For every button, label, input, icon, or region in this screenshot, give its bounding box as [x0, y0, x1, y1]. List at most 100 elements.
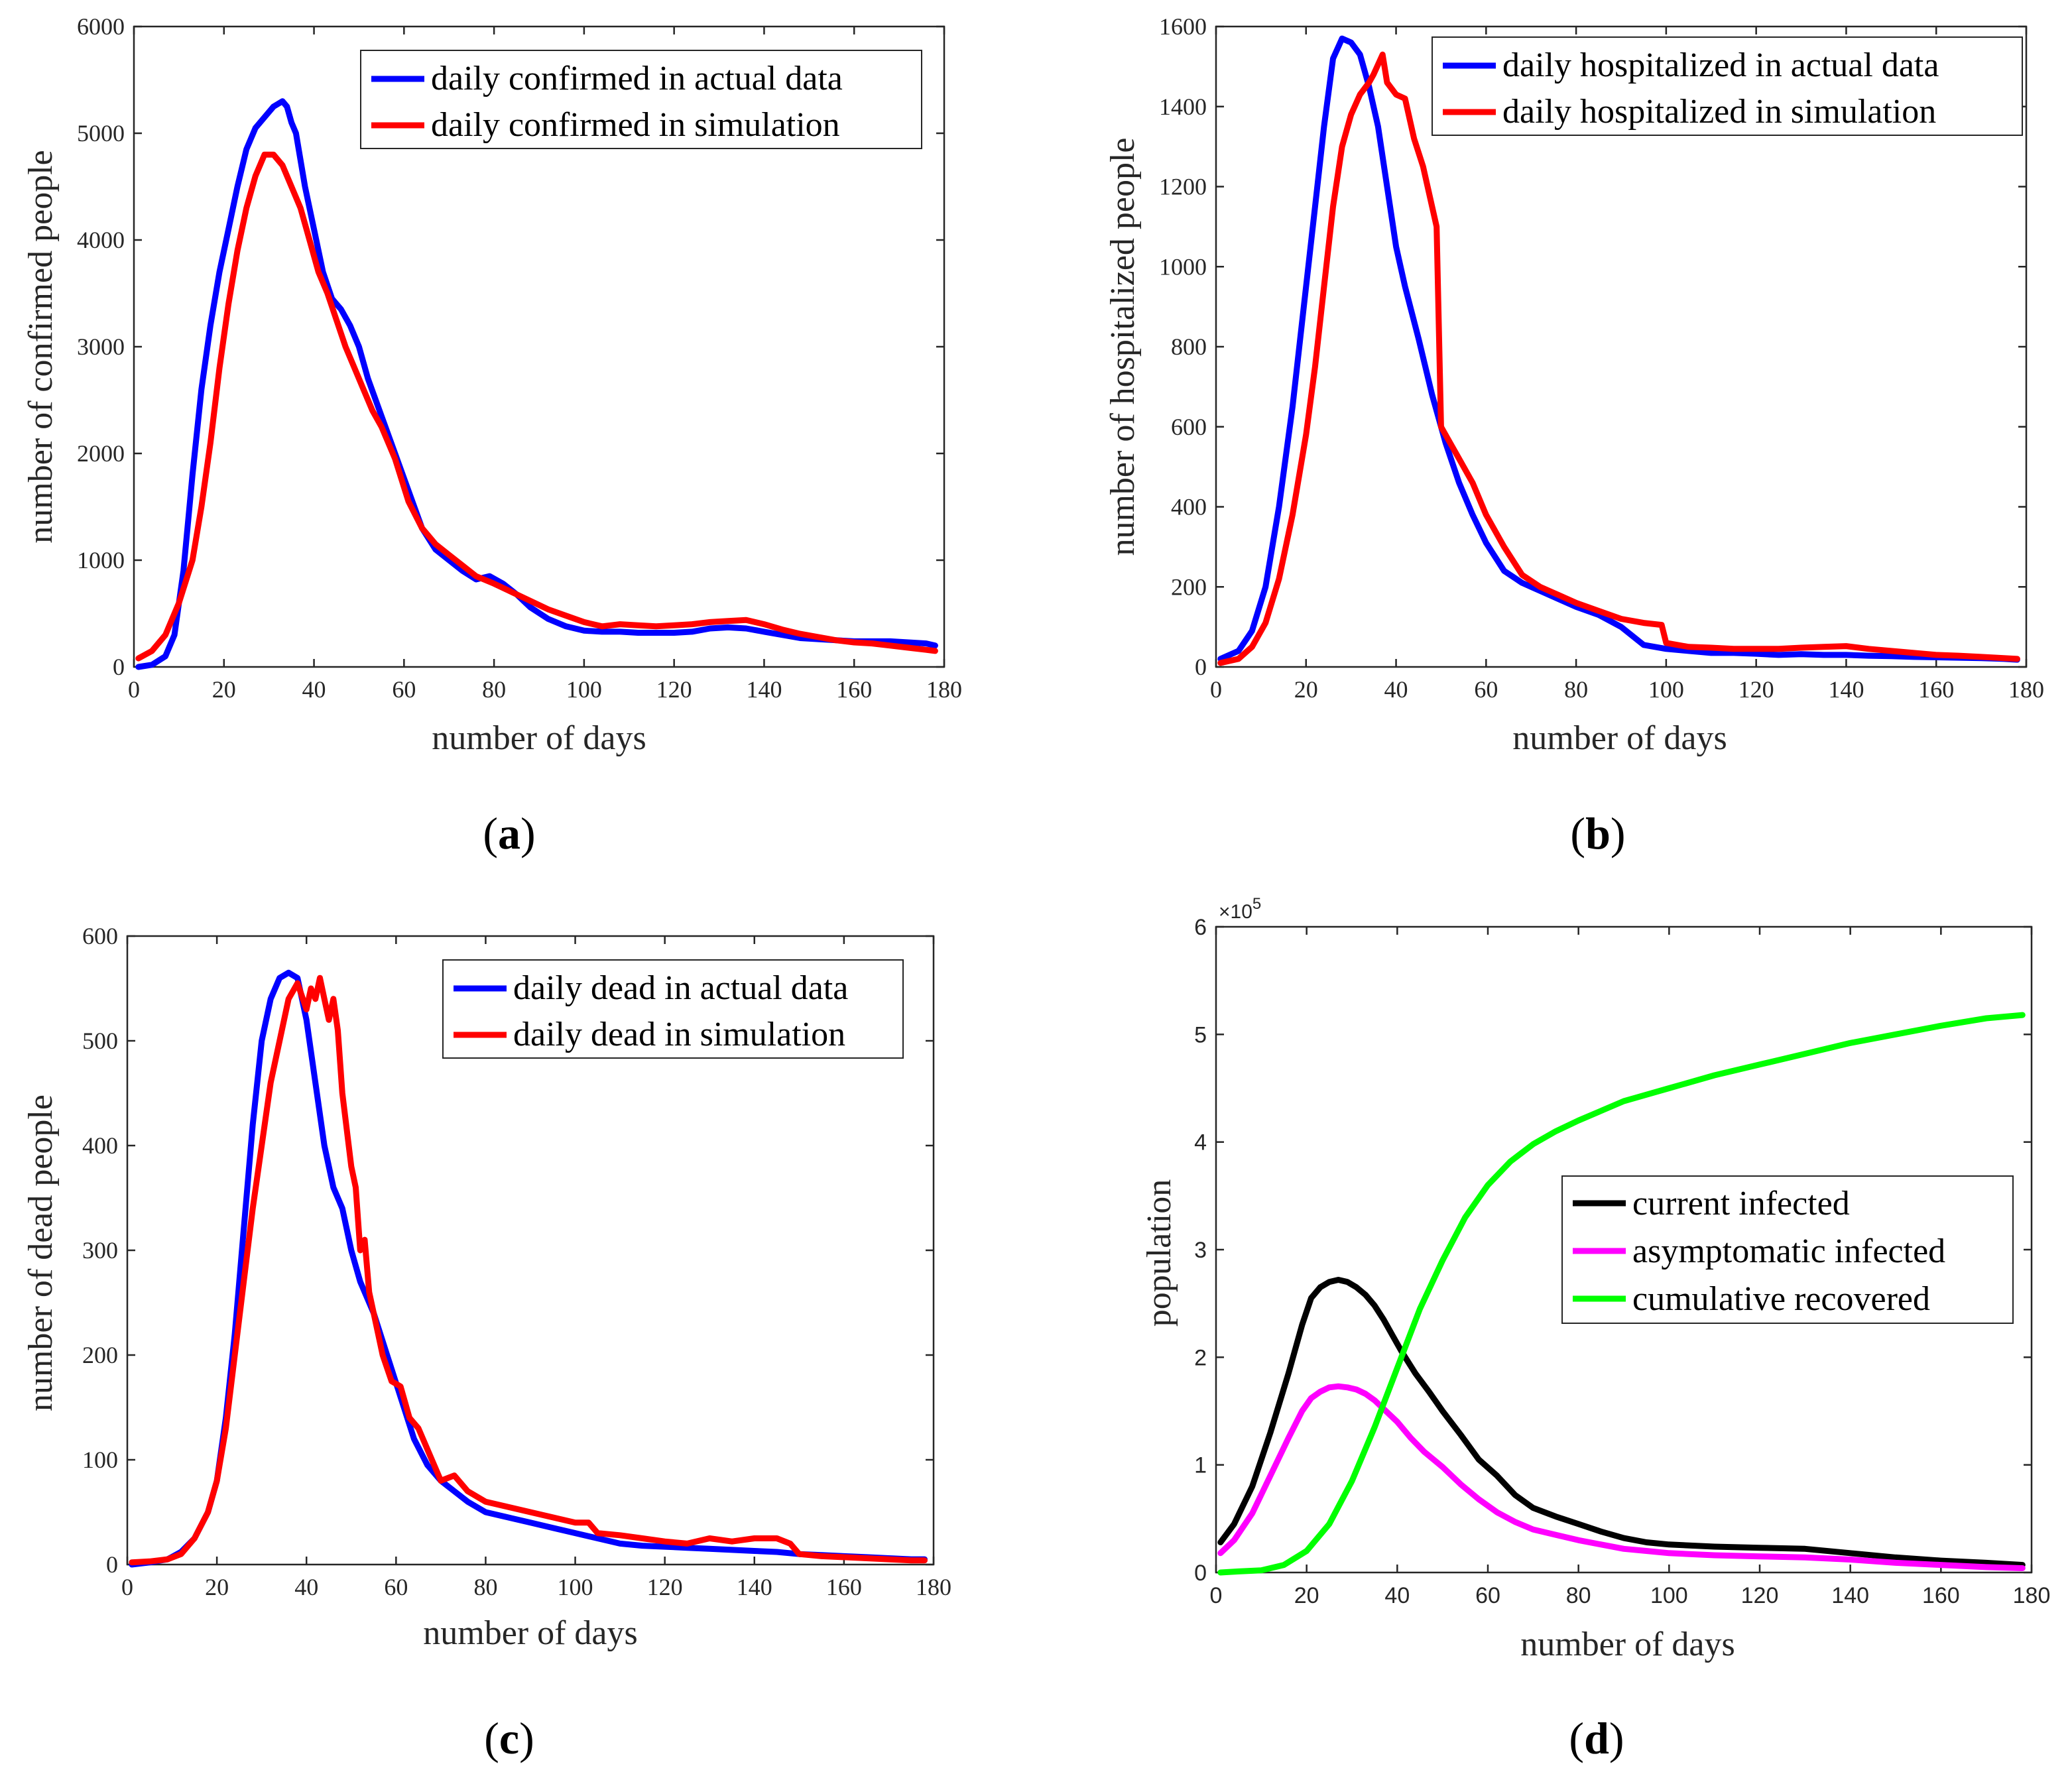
plot-area-d: 0 20 40 60 80 100 120 140 160 180 0 1 2 3 4 5 6	[1194, 915, 2050, 1608]
x-tick-label-c: 180	[916, 1574, 951, 1600]
legend-c: daily dead in actual data daily dead in …	[442, 959, 904, 1059]
x-tick-label-c: 0	[121, 1574, 133, 1600]
legend-label-a-0: daily confirmed in actual data	[431, 60, 843, 97]
x-tick-label-d: 140	[1831, 1583, 1869, 1608]
legend-label-c-0: daily dead in actual data	[513, 969, 848, 1007]
x-tick-label-a: 140	[746, 676, 782, 703]
y-tick-label-d: 0	[1194, 1561, 1207, 1586]
x-tick-label-d: 120	[1741, 1583, 1779, 1608]
y-axis-title-d: population	[1140, 1179, 1178, 1327]
x-tick-label-d: 180	[2013, 1583, 2051, 1608]
x-tick-label-d: 100	[1650, 1583, 1688, 1608]
legend-label-d-2: cumulative recovered	[1632, 1280, 1930, 1318]
series-line-d-0	[1217, 1277, 2026, 1569]
series-line-b-0	[1217, 35, 2020, 663]
x-tick-label-b: 20	[1294, 676, 1318, 703]
x-tick-label-d: 60	[1475, 1583, 1500, 1608]
series-line-d-1	[1217, 1383, 2026, 1571]
y-tick-label-b: 1200	[1159, 174, 1207, 200]
y-axis-title-a: number of confirmed people	[22, 150, 60, 543]
y-tick-label-a: 0	[113, 654, 125, 680]
panel-label-a-letter: a	[498, 808, 520, 859]
panel-label-d-letter: d	[1584, 1713, 1609, 1763]
plot-area-c: 0 20 40 60 80 100 120 140 160 180 0 100 200 300 400 500…	[82, 923, 951, 1600]
legend-label-b-0: daily hospitalized in actual data	[1502, 46, 1939, 84]
x-tick-label-b: 180	[2008, 676, 2044, 703]
y-tick-label-b: 800	[1171, 333, 1207, 360]
x-tick-label-b: 120	[1738, 676, 1774, 703]
y-tick-label-b: 600	[1171, 414, 1207, 440]
panel-label-c-letter: c	[499, 1713, 519, 1763]
x-tick-label-b: 160	[1918, 676, 1954, 703]
y-tick-label-d: 4	[1194, 1130, 1207, 1156]
y-tick-label-c: 300	[82, 1237, 118, 1264]
y-axis-title-c: number of dead people	[22, 1095, 60, 1411]
plot-area-a: 0 20 40 60 80 100 120 140 160 180 0 1000 2000 3000 400…	[77, 13, 962, 703]
y-axis-exponent-power: 5	[1252, 895, 1261, 913]
legend-b: daily hospitalized in actual data daily …	[1432, 36, 2023, 136]
x-tick-label-d: 0	[1210, 1583, 1223, 1608]
x-tick-label-a: 120	[656, 676, 692, 703]
series-line-a-1	[135, 151, 938, 662]
y-tick-label-c: 200	[82, 1342, 118, 1368]
x-tick-label-c: 40	[294, 1574, 318, 1600]
legend-label-b-1: daily hospitalized in simulation	[1502, 93, 1936, 131]
y-tick-label-a: 4000	[77, 227, 125, 253]
x-tick-label-d: 40	[1384, 1583, 1410, 1608]
x-tick-label-b: 140	[1828, 676, 1864, 703]
series-line-c-1	[129, 975, 928, 1566]
y-tick-label-b: 200	[1171, 573, 1207, 600]
x-tick-label-c: 120	[647, 1574, 683, 1600]
x-tick-label-a: 40	[302, 676, 326, 703]
x-tick-label-d: 80	[1566, 1583, 1591, 1608]
y-tick-label-d: 6	[1194, 915, 1207, 940]
legend-box-b	[1432, 36, 2023, 136]
y-tick-label-d: 3	[1194, 1238, 1207, 1263]
legend-label-a-1: daily confirmed in simulation	[431, 106, 840, 144]
x-tick-label-c: 160	[826, 1574, 862, 1600]
x-axis-title-b: number of days	[1512, 719, 1727, 757]
plot-area-b: 0 20 40 60 80 100 120 140 160 180 0 200 400 600 800 100…	[1159, 13, 2044, 703]
panel-c: 0 20 40 60 80 100 120 140 160 180 0 100 200 300 400 500…	[22, 923, 951, 1763]
legend-a: daily confirmed in actual data daily con…	[360, 50, 922, 149]
x-tick-label-a: 180	[926, 676, 962, 703]
x-tick-label-a: 60	[392, 676, 416, 703]
y-tick-label-a: 1000	[77, 547, 125, 573]
y-axis-exponent-base: ×10	[1219, 901, 1252, 923]
x-axis-title-d: number of days	[1520, 1626, 1735, 1663]
x-tick-label-c: 80	[473, 1574, 497, 1600]
x-tick-label-b: 80	[1564, 676, 1588, 703]
y-tick-label-b: 1000	[1159, 253, 1207, 280]
y-axis-title-b: number of hospitalized people	[1104, 137, 1142, 556]
x-axis-title-c: number of days	[423, 1614, 637, 1652]
x-tick-label-c: 100	[558, 1574, 593, 1600]
y-tick-label-b: 1600	[1159, 13, 1207, 40]
panel-b: 0 20 40 60 80 100 120 140 160 180 0 200 400 600 800 100…	[1104, 13, 2044, 859]
panel-label-b-letter: b	[1585, 808, 1611, 859]
y-tick-label-c: 600	[82, 923, 118, 949]
y-tick-label-d: 5	[1194, 1022, 1207, 1047]
y-tick-label-b: 400	[1171, 494, 1207, 520]
x-tick-label-a: 80	[482, 676, 506, 703]
panel-label-d: (d)	[1569, 1713, 1624, 1763]
y-tick-label-c: 0	[106, 1551, 118, 1578]
legend-box-c	[442, 959, 904, 1059]
y-axis-exponent-d: ×105	[1219, 895, 1261, 923]
y-tick-label-c: 400	[82, 1132, 118, 1159]
legend-box-a	[360, 50, 922, 149]
y-tick-label-a: 2000	[77, 440, 125, 467]
series-line-c-0	[129, 969, 928, 1568]
x-tick-label-c: 60	[384, 1574, 408, 1600]
x-tick-label-a: 100	[566, 676, 602, 703]
series-line-a-0	[135, 98, 938, 670]
legend-d: current infected asymptomatic infected c…	[1561, 1175, 2014, 1324]
series-line-d-2	[1217, 1012, 2026, 1576]
panel-a: 0 20 40 60 80 100 120 140 160 180 0 1000 2000 3000 400…	[22, 13, 962, 859]
x-tick-label-a: 0	[128, 676, 140, 703]
y-tick-label-a: 6000	[77, 13, 125, 40]
x-tick-label-c: 20	[205, 1574, 229, 1600]
x-axis-title-a: number of days	[432, 719, 646, 757]
x-tick-label-d: 160	[1922, 1583, 1960, 1608]
legend-label-c-1: daily dead in simulation	[513, 1016, 845, 1053]
